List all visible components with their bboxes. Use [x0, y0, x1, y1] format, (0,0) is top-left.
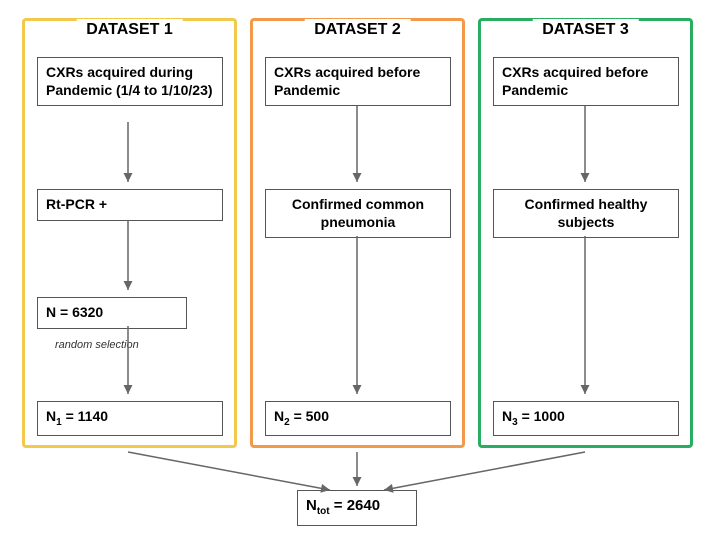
n3-label: N — [502, 408, 512, 424]
n3-val: = 1000 — [518, 408, 565, 424]
dataset-3-nfinal-box: N3 = 1000 — [493, 401, 679, 436]
dataset-1-rtpcr-box: Rt-PCR + — [37, 189, 223, 221]
dataset-2-acquired-box: CXRs acquired before Pandemic — [265, 57, 451, 106]
dataset-3-confirmed-box: Confirmed healthy subjects — [493, 189, 679, 238]
ntot-sub: tot — [317, 506, 330, 517]
dataset-1-title: DATASET 1 — [76, 19, 183, 41]
dataset-3-column: DATASET 3 CXRs acquired before Pandemic … — [478, 18, 693, 448]
ntotal-box: Ntot = 2640 — [297, 490, 417, 526]
dataset-1-acquired-box: CXRs acquired during Pandemic (1/4 to 1/… — [37, 57, 223, 106]
dataset-1-n-box: N = 6320 — [37, 297, 187, 329]
n1-val: = 1140 — [62, 408, 108, 424]
dataset-1-nfinal-box: N1 = 1140 — [37, 401, 223, 436]
dataset-3-title: DATASET 3 — [532, 19, 639, 41]
dataset-2-title: DATASET 2 — [304, 19, 411, 41]
diagram-container: DATASET 1 CXRs acquired during Pandemic … — [0, 0, 714, 536]
dataset-2-column: DATASET 2 CXRs acquired before Pandemic … — [250, 18, 465, 448]
ntot-val: = 2640 — [330, 497, 380, 514]
dataset-1-random-caption: random selection — [55, 339, 139, 351]
n2-val: = 500 — [290, 408, 329, 424]
dataset-2-confirmed-box: Confirmed common pneumonia — [265, 189, 451, 238]
ntot-label: N — [306, 497, 317, 514]
dataset-2-nfinal-box: N2 = 500 — [265, 401, 451, 436]
n1-label: N — [46, 408, 56, 424]
n2-label: N — [274, 408, 284, 424]
dataset-1-column: DATASET 1 CXRs acquired during Pandemic … — [22, 18, 237, 448]
dataset-3-acquired-box: CXRs acquired before Pandemic — [493, 57, 679, 106]
